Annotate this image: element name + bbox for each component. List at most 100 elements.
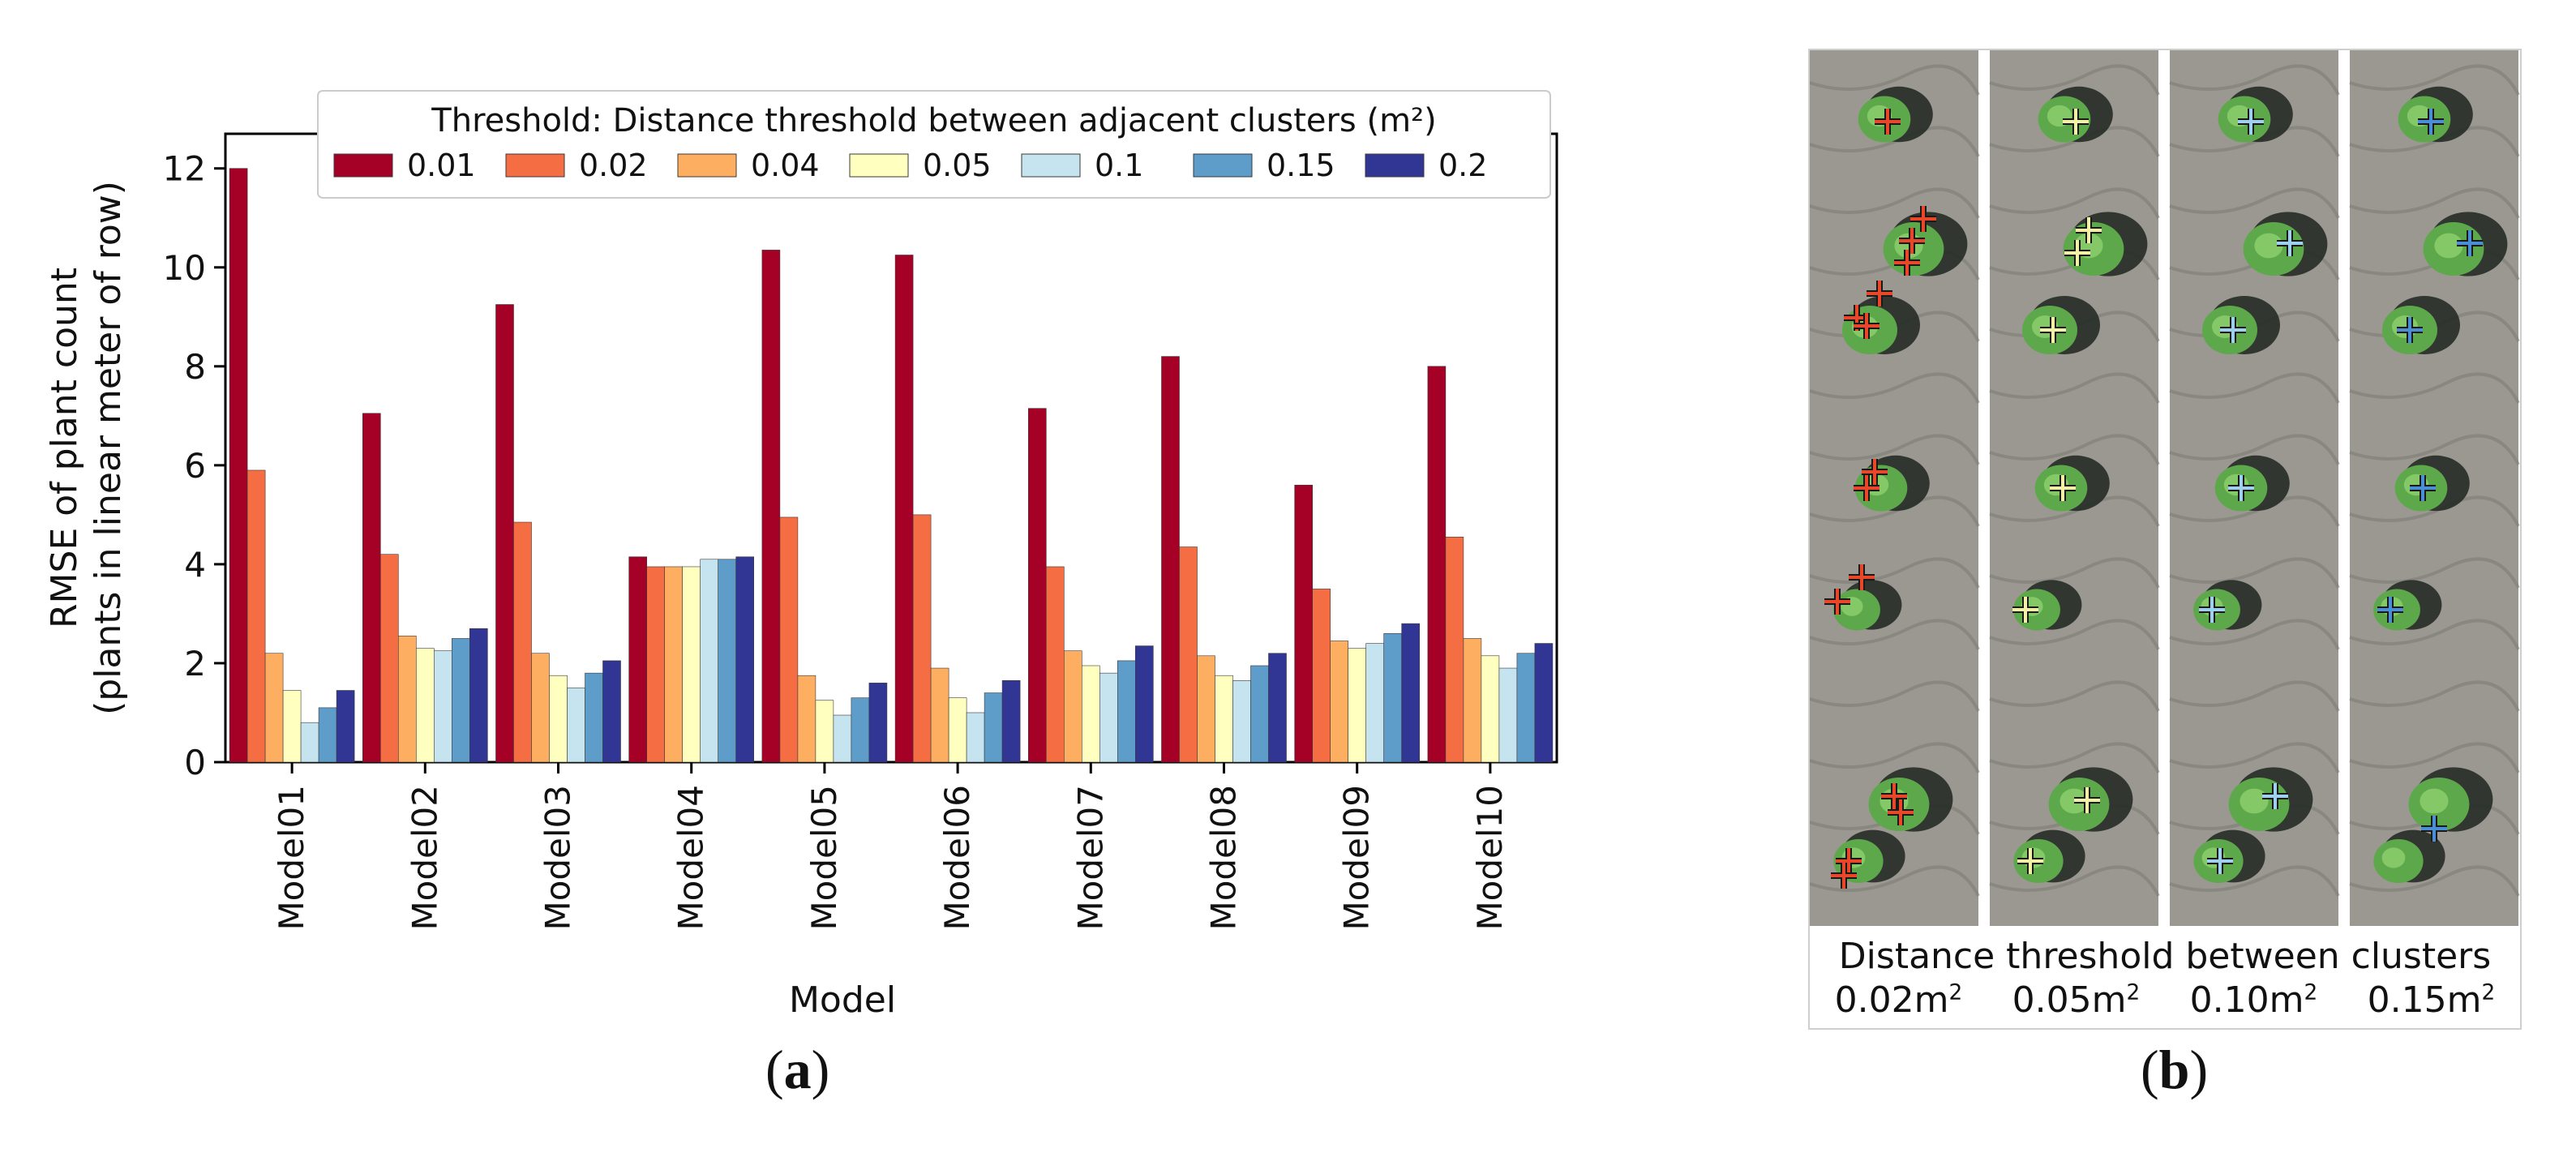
y-tick-label: 2 [184, 644, 206, 683]
y-tick-label: 12 [163, 149, 206, 189]
bar-model08-0_15 [1250, 665, 1269, 763]
superscript: 2 [1948, 979, 1963, 1005]
bar-model07-0_04 [1064, 650, 1082, 763]
bar-model02-0_04 [397, 636, 417, 763]
bar-model07-0_02 [1046, 566, 1065, 763]
x-tick-label: Model01 [272, 785, 311, 931]
x-axis-label: Model [789, 979, 896, 1021]
bar-model09-0_2 [1401, 623, 1420, 763]
bar-model05-0_15 [851, 697, 870, 763]
bar-model08-0_1 [1232, 680, 1251, 763]
legend-swatch-0_04 [677, 153, 737, 178]
aerial-photo-strips [1810, 50, 2520, 926]
plant-detection-photo-panel: Distance threshold between clusters 0.02… [1808, 49, 2522, 1030]
legend-label-0_15: 0.15 [1267, 148, 1335, 183]
threshold-label: 0.15m2 [2367, 979, 2496, 1021]
bar-model05-0_04 [797, 675, 817, 763]
soil-crack [1989, 865, 2160, 897]
y-tick-label: 6 [184, 446, 206, 486]
bar-model03-0_05 [549, 675, 568, 763]
y-tick-label: 4 [184, 545, 206, 585]
bar-model09-0_02 [1312, 589, 1331, 763]
bar-model03-0_2 [602, 660, 621, 763]
bar-model03-0_1 [567, 688, 585, 763]
soil-crack [1810, 742, 1980, 773]
soil-crack [2169, 187, 2340, 219]
superscript: 2 [2481, 979, 2496, 1005]
bar-model02-0_15 [451, 638, 470, 763]
bar-model07-0_05 [1082, 665, 1100, 763]
panel-a-caption: (a) [765, 1039, 830, 1100]
legend-label-0_1: 0.1 [1095, 148, 1143, 183]
legend-swatch-0_02 [505, 153, 565, 178]
bar-model08-0_2 [1268, 653, 1287, 763]
legend-swatch-0_2 [1365, 153, 1425, 178]
y-tick-label: 0 [184, 743, 206, 782]
soil-crack [2169, 64, 2340, 96]
bar-chart: 0 2 4 6 8 10 12 Model01 Model02 Model03 Model04 Mod… [44, 90, 1558, 1021]
soil-crack [1989, 680, 2160, 712]
panel-a-letter: a [783, 1039, 812, 1100]
bar-model03-0_04 [531, 653, 550, 763]
bar-model10-0_02 [1445, 537, 1464, 763]
bar-model10-0_1 [1498, 667, 1518, 763]
soil-crack [1989, 557, 2160, 589]
x-tick-label: Model05 [804, 785, 844, 931]
soil-crack [2169, 619, 2340, 650]
soil-crack [1810, 372, 1980, 404]
plant-highlight [2381, 847, 2406, 868]
soil-crack [2169, 680, 2340, 712]
bar-model06-0_1 [966, 712, 985, 763]
soil-crack [1989, 742, 2160, 773]
bar-model06-0_2 [1001, 680, 1021, 763]
y-axis-label-line2: (plants in linear meter of row) [88, 181, 129, 715]
bar-model03-0_01 [495, 304, 514, 763]
soil-crack [1810, 619, 1980, 650]
plant-highlight [2434, 233, 2463, 259]
bar-model07-0_01 [1028, 408, 1047, 763]
bar-model04-0_02 [646, 566, 666, 763]
bar-model05-0_01 [761, 250, 781, 763]
bar-model07-0_15 [1117, 660, 1136, 763]
legend-swatch-0_1 [1021, 153, 1081, 178]
bar-model04-0_1 [700, 559, 719, 763]
bar-model04-0_15 [718, 559, 737, 763]
bar-model02-0_01 [362, 413, 381, 763]
bar-model03-0_02 [513, 521, 532, 763]
bar-model04-0_05 [682, 566, 701, 763]
soil-crack [1989, 187, 2160, 219]
bar-model08-0_04 [1197, 655, 1215, 763]
soil-crack [1810, 680, 1980, 712]
soil-crack [2349, 742, 2520, 773]
soil-crack [1810, 434, 1980, 465]
bar-model09-0_04 [1330, 641, 1348, 763]
bar-model01-0_01 [229, 168, 248, 763]
x-tick-label: Model04 [671, 785, 711, 931]
bar-model06-0_02 [912, 514, 932, 763]
bar-model01-0_05 [282, 690, 302, 763]
bar-model10-0_2 [1534, 643, 1554, 763]
threshold-labels: 0.02m2 0.05m2 0.10m2 0.15m2 [1810, 979, 2520, 1021]
bar-model09-0_15 [1383, 633, 1402, 763]
bar-model10-0_04 [1463, 638, 1482, 763]
bar-model10-0_01 [1427, 366, 1447, 763]
bar-model01-0_02 [246, 469, 266, 763]
bar-model05-0_2 [868, 683, 888, 763]
bar-model06-0_15 [984, 692, 1003, 763]
soil-crack [1810, 865, 1980, 897]
photo-caption: Distance threshold between clusters [1838, 936, 2492, 977]
superscript: 2 [2126, 979, 2141, 1005]
bar-model09-0_05 [1348, 648, 1366, 763]
bar-model01-0_04 [264, 653, 284, 763]
soil-crack [2349, 64, 2520, 96]
bar-model07-0_1 [1099, 672, 1118, 763]
soil-crack [1810, 64, 1980, 96]
soil-crack [1810, 557, 1980, 589]
legend-title: Threshold: Distance threshold between ad… [431, 102, 1436, 139]
soil-crack [2349, 680, 2520, 712]
threshold-label: 0.02m2 [1834, 979, 1963, 1021]
bar-model04-0_04 [664, 566, 684, 763]
x-tick-label: Model07 [1070, 785, 1110, 931]
photo-strip-1 [1810, 50, 1980, 926]
